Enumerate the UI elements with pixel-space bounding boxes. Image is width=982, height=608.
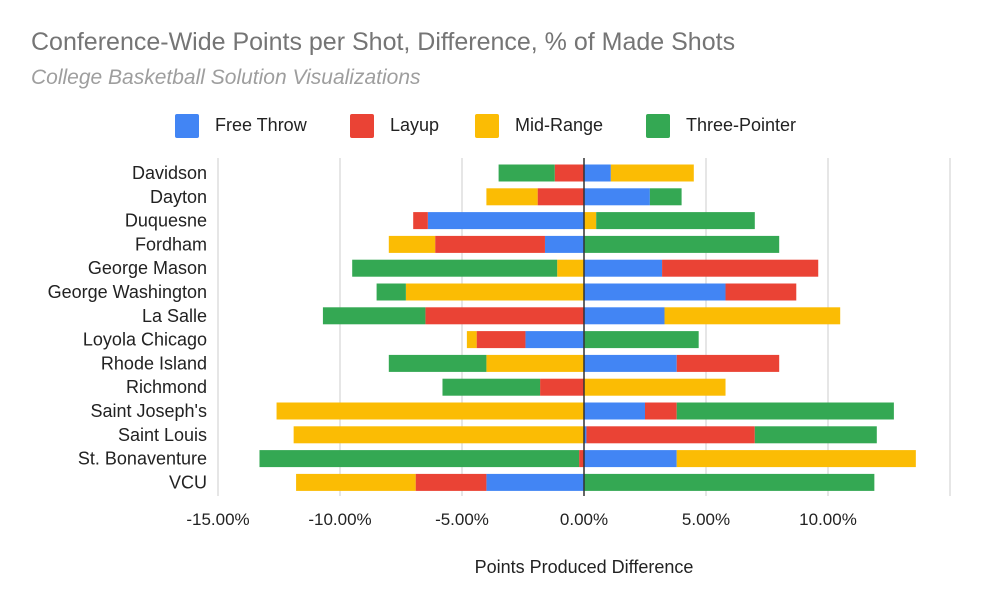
bar-vcu-three-pointer [584, 473, 875, 491]
bar-saint-louis-free-throw [584, 426, 587, 444]
category-label: VCU [169, 472, 207, 492]
bar-la-salle-mid-range [664, 307, 841, 325]
bar-rhode-island-mid-range [486, 354, 584, 372]
bar-saint-joseph-s-layup [645, 402, 677, 420]
bar-dayton-free-throw [584, 188, 650, 206]
bar-richmond-three-pointer [442, 378, 541, 396]
x-tick-labels: -15.00% -10.00% -5.00% 0.00% 5.00% 10.00% [186, 510, 857, 529]
bar-davidson-mid-range [610, 164, 694, 182]
chart-title: Conference-Wide Points per Shot, Differe… [31, 28, 736, 56]
x-tick-label: -10.00% [308, 510, 371, 529]
bar-george-mason-mid-range [557, 259, 584, 277]
x-tick-label: -5.00% [435, 510, 489, 529]
category-label: Duquesne [125, 211, 207, 231]
bar-la-salle-layup [425, 307, 584, 325]
bar-loyola-chicago-free-throw [525, 331, 584, 349]
category-label: Fordham [135, 234, 207, 254]
bar-richmond-mid-range [584, 378, 726, 396]
legend-label-mid-range: Mid-Range [515, 115, 603, 135]
bar-fordham-mid-range [388, 235, 436, 253]
bar-fordham-layup [435, 235, 545, 253]
bar-saint-joseph-s-three-pointer [676, 402, 894, 420]
bar-saint-joseph-s-mid-range [276, 402, 584, 420]
legend: Free Throw Layup Mid-Range Three-Pointer [175, 114, 796, 138]
category-label: Dayton [150, 187, 207, 207]
category-label: George Mason [88, 258, 207, 278]
bar-duquesne-mid-range [584, 212, 597, 230]
bar-george-mason-layup [662, 259, 819, 277]
legend-swatch-free-throw [175, 114, 199, 138]
bar-davidson-three-pointer [498, 164, 555, 182]
category-label: Saint Louis [118, 425, 207, 445]
bar-george-washington-mid-range [405, 283, 584, 301]
bar-duquesne-free-throw [427, 212, 584, 230]
bar-saint-joseph-s-free-throw [584, 402, 645, 420]
bar-rhode-island-layup [676, 354, 780, 372]
legend-swatch-layup [350, 114, 374, 138]
legend-label-layup: Layup [390, 115, 439, 135]
x-tick-label: 0.00% [560, 510, 608, 529]
bar-loyola-chicago-mid-range [466, 331, 477, 349]
bar-la-salle-free-throw [584, 307, 665, 325]
category-label: Rhode Island [101, 353, 207, 373]
bar-davidson-layup [554, 164, 584, 182]
bar-rhode-island-three-pointer [388, 354, 487, 372]
bar-duquesne-three-pointer [596, 212, 755, 230]
category-label: La Salle [142, 306, 207, 326]
bar-saint-louis-mid-range [293, 426, 584, 444]
bar-saint-louis-three-pointer [754, 426, 877, 444]
bar-george-mason-free-throw [584, 259, 663, 277]
bar-st-bonaventure-free-throw [584, 450, 677, 468]
category-label: Loyola Chicago [83, 330, 207, 350]
x-tick-label: 10.00% [799, 510, 857, 529]
bar-george-mason-three-pointer [352, 259, 558, 277]
x-tick-label: -15.00% [186, 510, 249, 529]
bar-vcu-layup [415, 473, 487, 491]
bar-st-bonaventure-three-pointer [259, 450, 580, 468]
bar-st-bonaventure-layup [579, 450, 584, 468]
bar-rhode-island-free-throw [584, 354, 677, 372]
x-tick-label: 5.00% [682, 510, 730, 529]
category-label: Saint Joseph's [90, 401, 207, 421]
bar-richmond-layup [540, 378, 584, 396]
bar-george-washington-free-throw [584, 283, 726, 301]
bar-fordham-three-pointer [584, 235, 780, 253]
bar-george-washington-three-pointer [376, 283, 406, 301]
category-labels: Davidson Dayton Duquesne Fordham George Maso… [48, 163, 207, 492]
bar-duquesne-layup [413, 212, 428, 230]
bars [259, 164, 916, 491]
category-label: Richmond [126, 377, 207, 397]
bar-saint-louis-layup [586, 426, 755, 444]
category-label: St. Bonaventure [78, 449, 207, 469]
bar-davidson-free-throw [584, 164, 611, 182]
bar-loyola-chicago-three-pointer [584, 331, 699, 349]
x-axis-title: Points Produced Difference [475, 557, 694, 577]
bar-st-bonaventure-mid-range [676, 450, 916, 468]
bar-dayton-layup [537, 188, 584, 206]
bar-fordham-free-throw [544, 235, 584, 253]
bar-george-washington-layup [725, 283, 797, 301]
bar-la-salle-three-pointer [322, 307, 426, 325]
legend-label-three-pointer: Three-Pointer [686, 115, 796, 135]
bar-loyola-chicago-layup [476, 331, 526, 349]
bar-vcu-mid-range [296, 473, 416, 491]
legend-label-free-throw: Free Throw [215, 115, 308, 135]
bar-dayton-mid-range [486, 188, 538, 206]
legend-swatch-three-pointer [646, 114, 670, 138]
bar-dayton-three-pointer [649, 188, 682, 206]
chart-subtitle: College Basketball Solution Visualizatio… [31, 66, 421, 89]
category-label: George Washington [48, 282, 207, 302]
category-label: Davidson [132, 163, 207, 183]
legend-swatch-mid-range [475, 114, 499, 138]
bar-vcu-free-throw [486, 473, 584, 491]
